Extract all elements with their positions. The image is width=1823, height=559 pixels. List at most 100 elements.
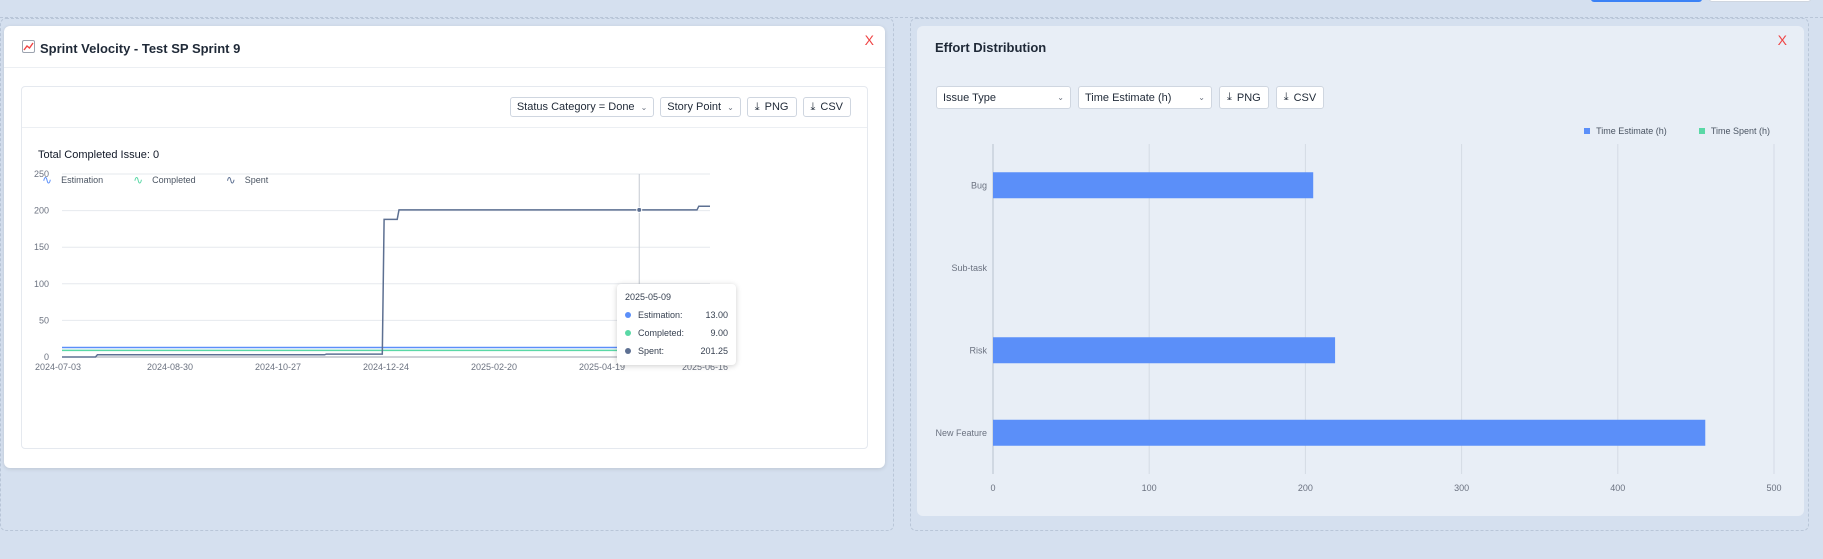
chart-panel: Status Category = Done ⌄ Story Point ⌄ ⤓… <box>21 86 868 449</box>
chart-toolbar: Status Category = Done ⌄ Story Point ⌄ ⤓… <box>509 97 851 117</box>
x-tick-label: 200 <box>1298 483 1313 493</box>
series-wave-icon: ∿ <box>42 173 53 187</box>
metric-select-value: Story Point <box>667 101 722 113</box>
x-tick-label: 300 <box>1454 483 1469 493</box>
bar-time-estimate <box>993 419 1706 446</box>
effort-distribution-card: Effort Distribution X Issue Type ⌄ Time … <box>917 26 1804 516</box>
bar-time-estimate <box>993 172 1314 199</box>
png-label: PNG <box>764 101 789 113</box>
effort-toolbar: Issue Type ⌄ Time Estimate (h) ⌄ ⤓ PNG ⤓… <box>936 86 1325 109</box>
chevron-down-icon: ⌄ <box>1057 93 1064 102</box>
sprint-velocity-title: Sprint Velocity - Test SP Sprint 9 <box>40 40 241 56</box>
group-by-select[interactable]: Issue Type ⌄ <box>936 86 1071 109</box>
tooltip-date: 2025-05-09 <box>625 292 672 302</box>
metric-select[interactable]: Story Point ⌄ <box>660 97 741 117</box>
y-tick-label: 150 <box>34 242 49 252</box>
download-icon: ⤓ <box>1283 91 1289 103</box>
legend-label: Spent <box>244 175 269 185</box>
legend-item-completed[interactable]: ∿ Completed <box>133 174 196 186</box>
status-filter-select[interactable]: Status Category = Done ⌄ <box>509 97 655 117</box>
legend-swatch <box>1698 128 1705 134</box>
series-wave-icon: ∿ <box>133 173 144 187</box>
tooltip-dot <box>625 348 631 354</box>
toolbar-divider <box>22 127 867 128</box>
legend-item-spent[interactable]: ∿ Spent <box>226 174 269 186</box>
title-divider <box>4 67 885 68</box>
legend-label: Estimation <box>61 175 104 185</box>
x-tick-label: 500 <box>1766 483 1781 493</box>
legend-label: Completed <box>152 175 196 185</box>
dashboard-top-strip <box>0 0 1823 18</box>
y-tick-label: 50 <box>39 315 49 325</box>
metric-select[interactable]: Time Estimate (h) ⌄ <box>1078 86 1212 109</box>
csv-label: CSV <box>820 101 843 113</box>
tooltip-value: 13.00 <box>705 310 728 320</box>
highlight-point-spent <box>636 206 643 213</box>
total-completed-label: Total Completed Issue: 0 <box>38 149 160 161</box>
tooltip-dot <box>625 312 631 318</box>
tooltip-value: 201.25 <box>700 346 728 356</box>
x-tick-label: 100 <box>1142 483 1157 493</box>
category-label: Bug <box>971 180 987 190</box>
x-tick-label: 2024-10-27 <box>255 362 301 372</box>
x-tick-label: 2024-08-30 <box>147 362 193 372</box>
tooltip-label: Completed: <box>638 328 685 338</box>
chevron-down-icon: ⌄ <box>1198 93 1205 102</box>
csv-export-button[interactable]: ⤓ CSV <box>802 97 851 117</box>
chart-increasing-icon <box>22 40 35 56</box>
tooltip-row-completed: Completed: 9.00 <box>625 324 728 342</box>
png-export-button[interactable]: ⤓ PNG <box>1219 86 1269 109</box>
y-tick-label: 250 <box>34 169 49 179</box>
legend-swatch <box>1584 128 1591 134</box>
tooltip-value: 9.00 <box>710 328 728 338</box>
chevron-down-icon: ⌄ <box>640 102 648 112</box>
tooltip-dot <box>625 330 631 336</box>
top-primary-button[interactable] <box>1591 0 1702 2</box>
velocity-line-chart: 0 50 100 150 200 250 2024-07-03 2024-08-30 2024-… <box>34 169 728 372</box>
top-secondary-button[interactable] <box>1709 0 1811 2</box>
png-label: PNG <box>1236 91 1261 104</box>
x-tick-label: 2024-12-24 <box>363 362 409 372</box>
download-icon: ⤓ <box>810 100 816 113</box>
legend-item-time-estimate[interactable]: Time Estimate (h) <box>1584 126 1667 136</box>
download-icon: ⤓ <box>754 100 760 113</box>
tooltip-row-estimation: Estimation: 13.00 <box>625 306 728 324</box>
card-title: Sprint Velocity - Test SP Sprint 9 <box>22 40 240 56</box>
category-label: Risk <box>970 345 988 355</box>
card-title: Effort Distribution <box>935 40 1046 55</box>
legend-item-time-spent[interactable]: Time Spent (h) <box>1698 126 1770 136</box>
grid-cell-right <box>910 18 1809 531</box>
png-export-button[interactable]: ⤓ PNG <box>746 97 797 117</box>
chevron-down-icon: ⌄ <box>727 102 734 112</box>
group-by-value: Issue Type <box>943 91 996 104</box>
series-line-spent <box>62 205 710 358</box>
tooltip-row-spent: Spent: 201.25 <box>625 342 728 360</box>
y-tick-label: 0 <box>44 352 49 362</box>
legend-label: Time Estimate (h) <box>1596 126 1667 136</box>
chart-tooltip: 2025-05-09 Estimation: 13.00 Completed: … <box>617 284 736 365</box>
x-tick-label: 2025-02-20 <box>471 362 517 372</box>
sprint-velocity-card: Sprint Velocity - Test SP Sprint 9 X Sta… <box>4 26 885 468</box>
close-button[interactable]: X <box>864 32 874 48</box>
effort-bar-chart: 0 100 200 300 400 500 Bug Sub-task Risk New Featu… <box>935 144 1782 493</box>
x-tick-label: 400 <box>1610 483 1625 493</box>
csv-export-button[interactable]: ⤓ CSV <box>1275 86 1325 109</box>
effort-distribution-title: Effort Distribution <box>935 40 1047 55</box>
x-tick-label: 0 <box>990 483 995 493</box>
tooltip-label: Spent: <box>638 346 665 356</box>
legend-label: Time Spent (h) <box>1710 126 1770 136</box>
bar-time-estimate <box>993 337 1336 364</box>
metric-select-value: Time Estimate (h) <box>1085 91 1172 104</box>
category-label: New Feature <box>935 428 987 438</box>
download-icon: ⤓ <box>1227 91 1232 103</box>
legend-item-estimation[interactable]: ∿ Estimation <box>42 174 103 186</box>
y-tick-label: 100 <box>34 279 49 289</box>
status-filter-value: Status Category = Done <box>516 101 635 113</box>
category-label: Sub-task <box>951 263 987 273</box>
line-chart-legend: ∿ Estimation ∿ Completed ∿ Spent <box>42 174 268 186</box>
csv-label: CSV <box>1293 91 1317 104</box>
close-button[interactable]: X <box>1777 32 1787 48</box>
tooltip-label: Estimation: <box>638 310 683 320</box>
x-tick-label: 2024-07-03 <box>35 362 81 372</box>
x-tick-label: 2025-06-16 <box>682 362 728 372</box>
